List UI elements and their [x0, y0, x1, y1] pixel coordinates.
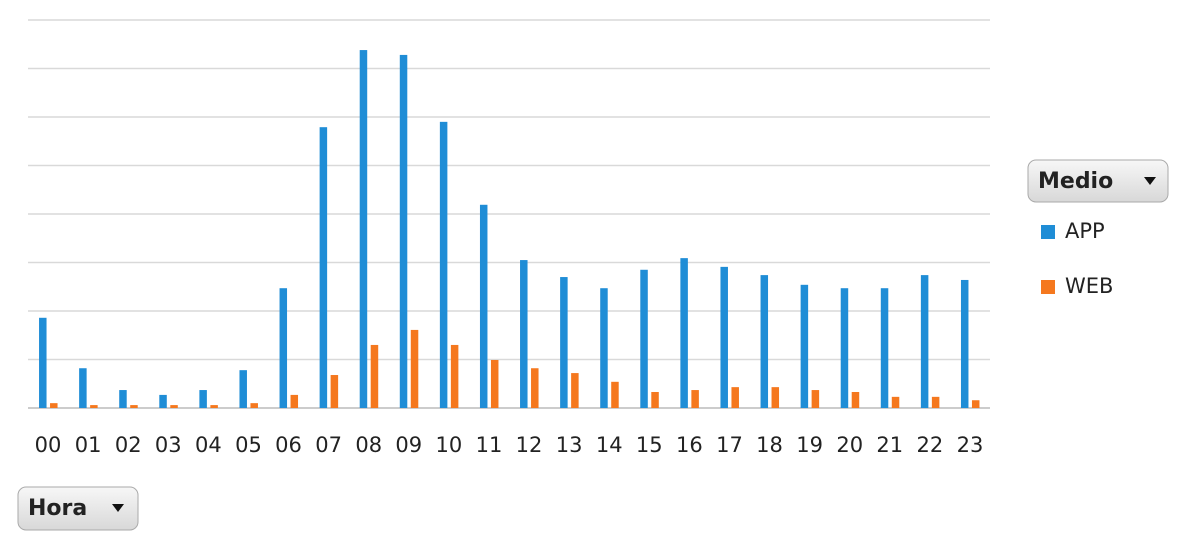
x-tick-label: 12	[516, 433, 543, 457]
x-tick-label: 06	[275, 433, 302, 457]
bar	[960, 279, 969, 408]
legend-title: Medio	[1038, 169, 1113, 194]
bar	[50, 403, 58, 408]
x-tick-label: 04	[195, 433, 222, 457]
bar	[600, 288, 608, 408]
bar	[90, 405, 98, 408]
bar	[800, 284, 809, 408]
x-tick-label: 22	[917, 433, 944, 457]
bar	[159, 394, 167, 408]
x-tick-label: 18	[756, 433, 783, 457]
bar	[891, 396, 900, 408]
x-tick-label: 01	[75, 433, 102, 457]
bar	[680, 258, 688, 408]
x-tick-label: 23	[957, 433, 984, 457]
x-tick-label: 08	[355, 433, 382, 457]
x-tick-label: 00	[35, 433, 62, 457]
bar	[731, 387, 739, 408]
bar	[971, 400, 980, 408]
bar	[290, 394, 299, 408]
x-tick-label: 13	[556, 433, 583, 457]
x-tick-label: 03	[155, 433, 182, 457]
bar	[640, 269, 648, 408]
bar	[531, 368, 539, 408]
bar	[811, 390, 820, 408]
bar	[760, 275, 769, 408]
x-tick-label: 15	[636, 433, 663, 457]
x-tick-label: 02	[115, 433, 142, 457]
bar	[691, 390, 699, 408]
bar	[450, 344, 459, 408]
legend-label: WEB	[1065, 274, 1113, 298]
bar	[840, 288, 849, 408]
bar	[170, 405, 178, 408]
x-tick-label: 14	[596, 433, 623, 457]
x-tick-label: 17	[716, 433, 743, 457]
bar	[571, 373, 579, 408]
bar	[210, 405, 218, 408]
bar	[199, 390, 207, 408]
bar	[439, 121, 448, 408]
bar	[720, 266, 728, 408]
bar	[490, 359, 499, 408]
legend-swatch	[1041, 225, 1055, 239]
bar	[651, 391, 659, 408]
axis-field: Hora	[28, 496, 87, 521]
bar	[250, 403, 258, 408]
bar	[119, 390, 127, 408]
bar	[130, 405, 138, 408]
bar	[931, 396, 940, 408]
legend-filter-button[interactable]: Medio	[1027, 159, 1169, 203]
bar	[560, 277, 568, 408]
x-tick-label: 05	[235, 433, 262, 457]
bar	[330, 375, 339, 408]
bar	[520, 260, 528, 408]
bar	[399, 54, 408, 409]
x-tick-label: 07	[315, 433, 342, 457]
x-tick-label: 19	[796, 433, 823, 457]
bar	[359, 50, 368, 408]
bar	[370, 344, 379, 408]
bar	[851, 391, 860, 408]
bar	[410, 329, 419, 408]
bar	[771, 387, 780, 408]
bar	[239, 370, 247, 408]
bar	[479, 204, 488, 408]
x-tick-label: 09	[395, 433, 422, 457]
legend-swatch	[1041, 280, 1055, 294]
x-tick-label: 10	[436, 433, 463, 457]
axis-filter-button[interactable]: Hora	[17, 486, 139, 531]
x-tick-label: 16	[676, 433, 703, 457]
x-tick-label: 20	[836, 433, 863, 457]
x-tick-label: 21	[876, 433, 903, 457]
bar	[279, 288, 288, 408]
bar	[880, 288, 889, 408]
bar	[611, 381, 619, 408]
bar	[79, 368, 87, 408]
bar	[39, 317, 47, 408]
legend-label: APP	[1065, 219, 1105, 243]
bar	[920, 275, 929, 408]
x-tick-label: 11	[476, 433, 503, 457]
bar	[319, 127, 328, 408]
